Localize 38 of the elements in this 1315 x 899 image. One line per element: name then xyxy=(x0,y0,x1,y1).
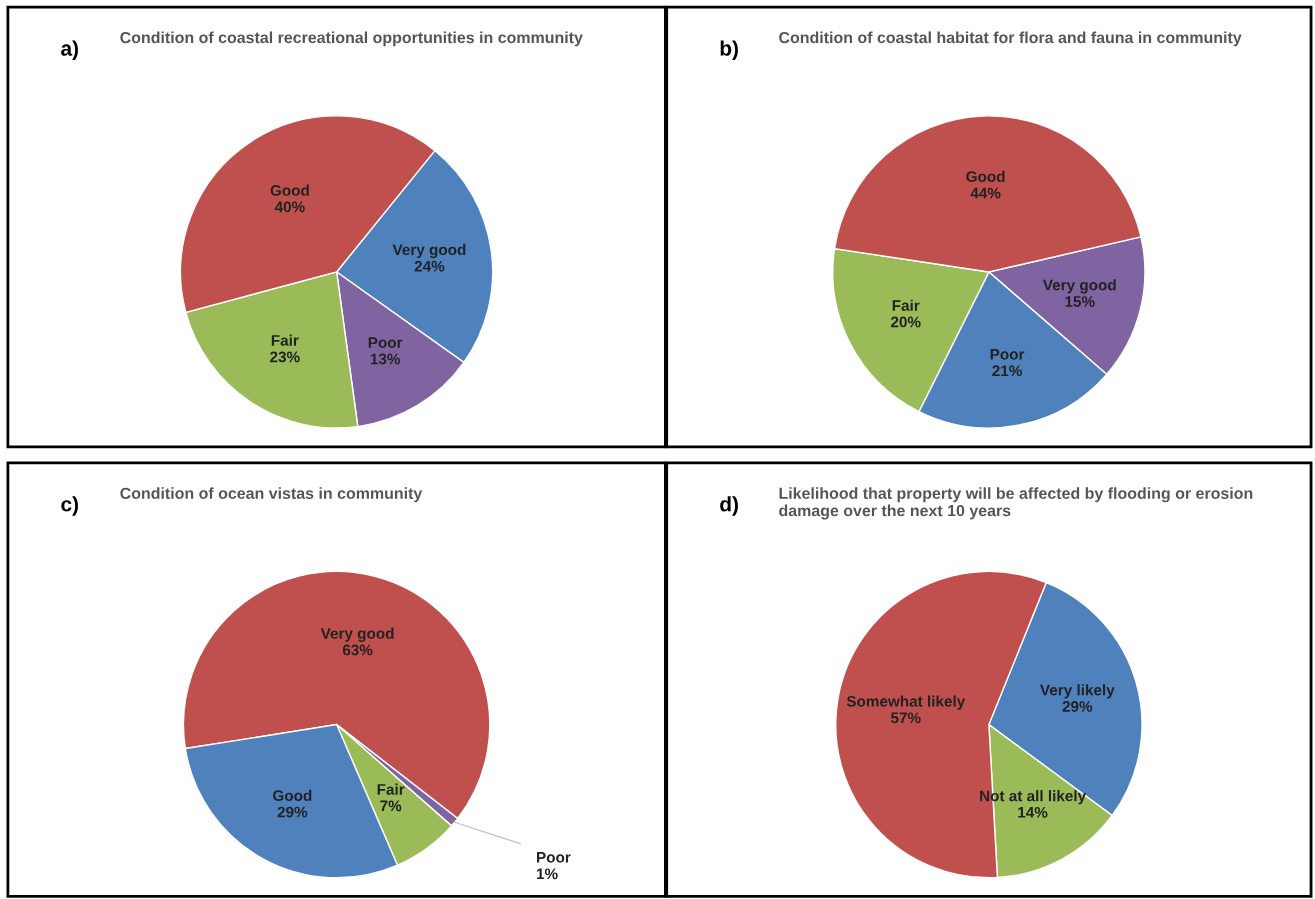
chart-title: Condition of coastal recreational opportunities in community xyxy=(120,31,583,47)
data-label: 40% xyxy=(274,201,305,213)
slice-label: Somewhat likely xyxy=(846,695,966,710)
slice-label: Good xyxy=(270,184,309,196)
slice-label: Fair xyxy=(892,299,920,311)
slice-label: Very good xyxy=(1042,279,1116,294)
data-label: 15% xyxy=(1065,296,1095,307)
chart-title: Condition of ocean vistas in community xyxy=(120,487,423,503)
slice-label: Good xyxy=(273,789,312,801)
data-label: 24% xyxy=(414,260,445,272)
data-label: 21% xyxy=(992,365,1022,377)
data-label: 20% xyxy=(890,316,921,328)
slice-label: Poor xyxy=(990,349,1025,360)
text: a) xyxy=(61,40,78,60)
data-label: 13% xyxy=(370,353,401,365)
slice-label: Poor xyxy=(537,852,571,863)
chart-title: Likelihood that property will be affected by flooding or erosion damage over the next 10 years xyxy=(779,487,1253,520)
slice-label: Fair xyxy=(377,783,405,795)
data-label: 57% xyxy=(890,712,921,724)
data-label: 63% xyxy=(342,644,373,656)
text: c) xyxy=(61,496,78,516)
slice-label: Very good xyxy=(392,243,466,259)
slice-label: Very good xyxy=(320,627,394,642)
slice-label: Not at all likely xyxy=(980,790,1086,805)
slice-label: Good xyxy=(966,170,1005,183)
data-label: 7% xyxy=(380,800,402,812)
chart-title: Condition of coastal habitat for flora and fauna in community xyxy=(779,31,1242,47)
data-label: 29% xyxy=(1062,701,1093,712)
data-label: 44% xyxy=(970,187,1001,199)
slice-label: Very likely xyxy=(1040,684,1115,699)
data-label: 1% xyxy=(536,868,558,880)
data-label: 14% xyxy=(1018,806,1048,818)
text: d) xyxy=(720,496,738,516)
data-label: 23% xyxy=(270,351,300,363)
data-label: 29% xyxy=(277,806,308,818)
text: b) xyxy=(720,40,738,60)
slice-label: Fair xyxy=(271,334,299,346)
slice-label: Poor xyxy=(368,337,403,348)
